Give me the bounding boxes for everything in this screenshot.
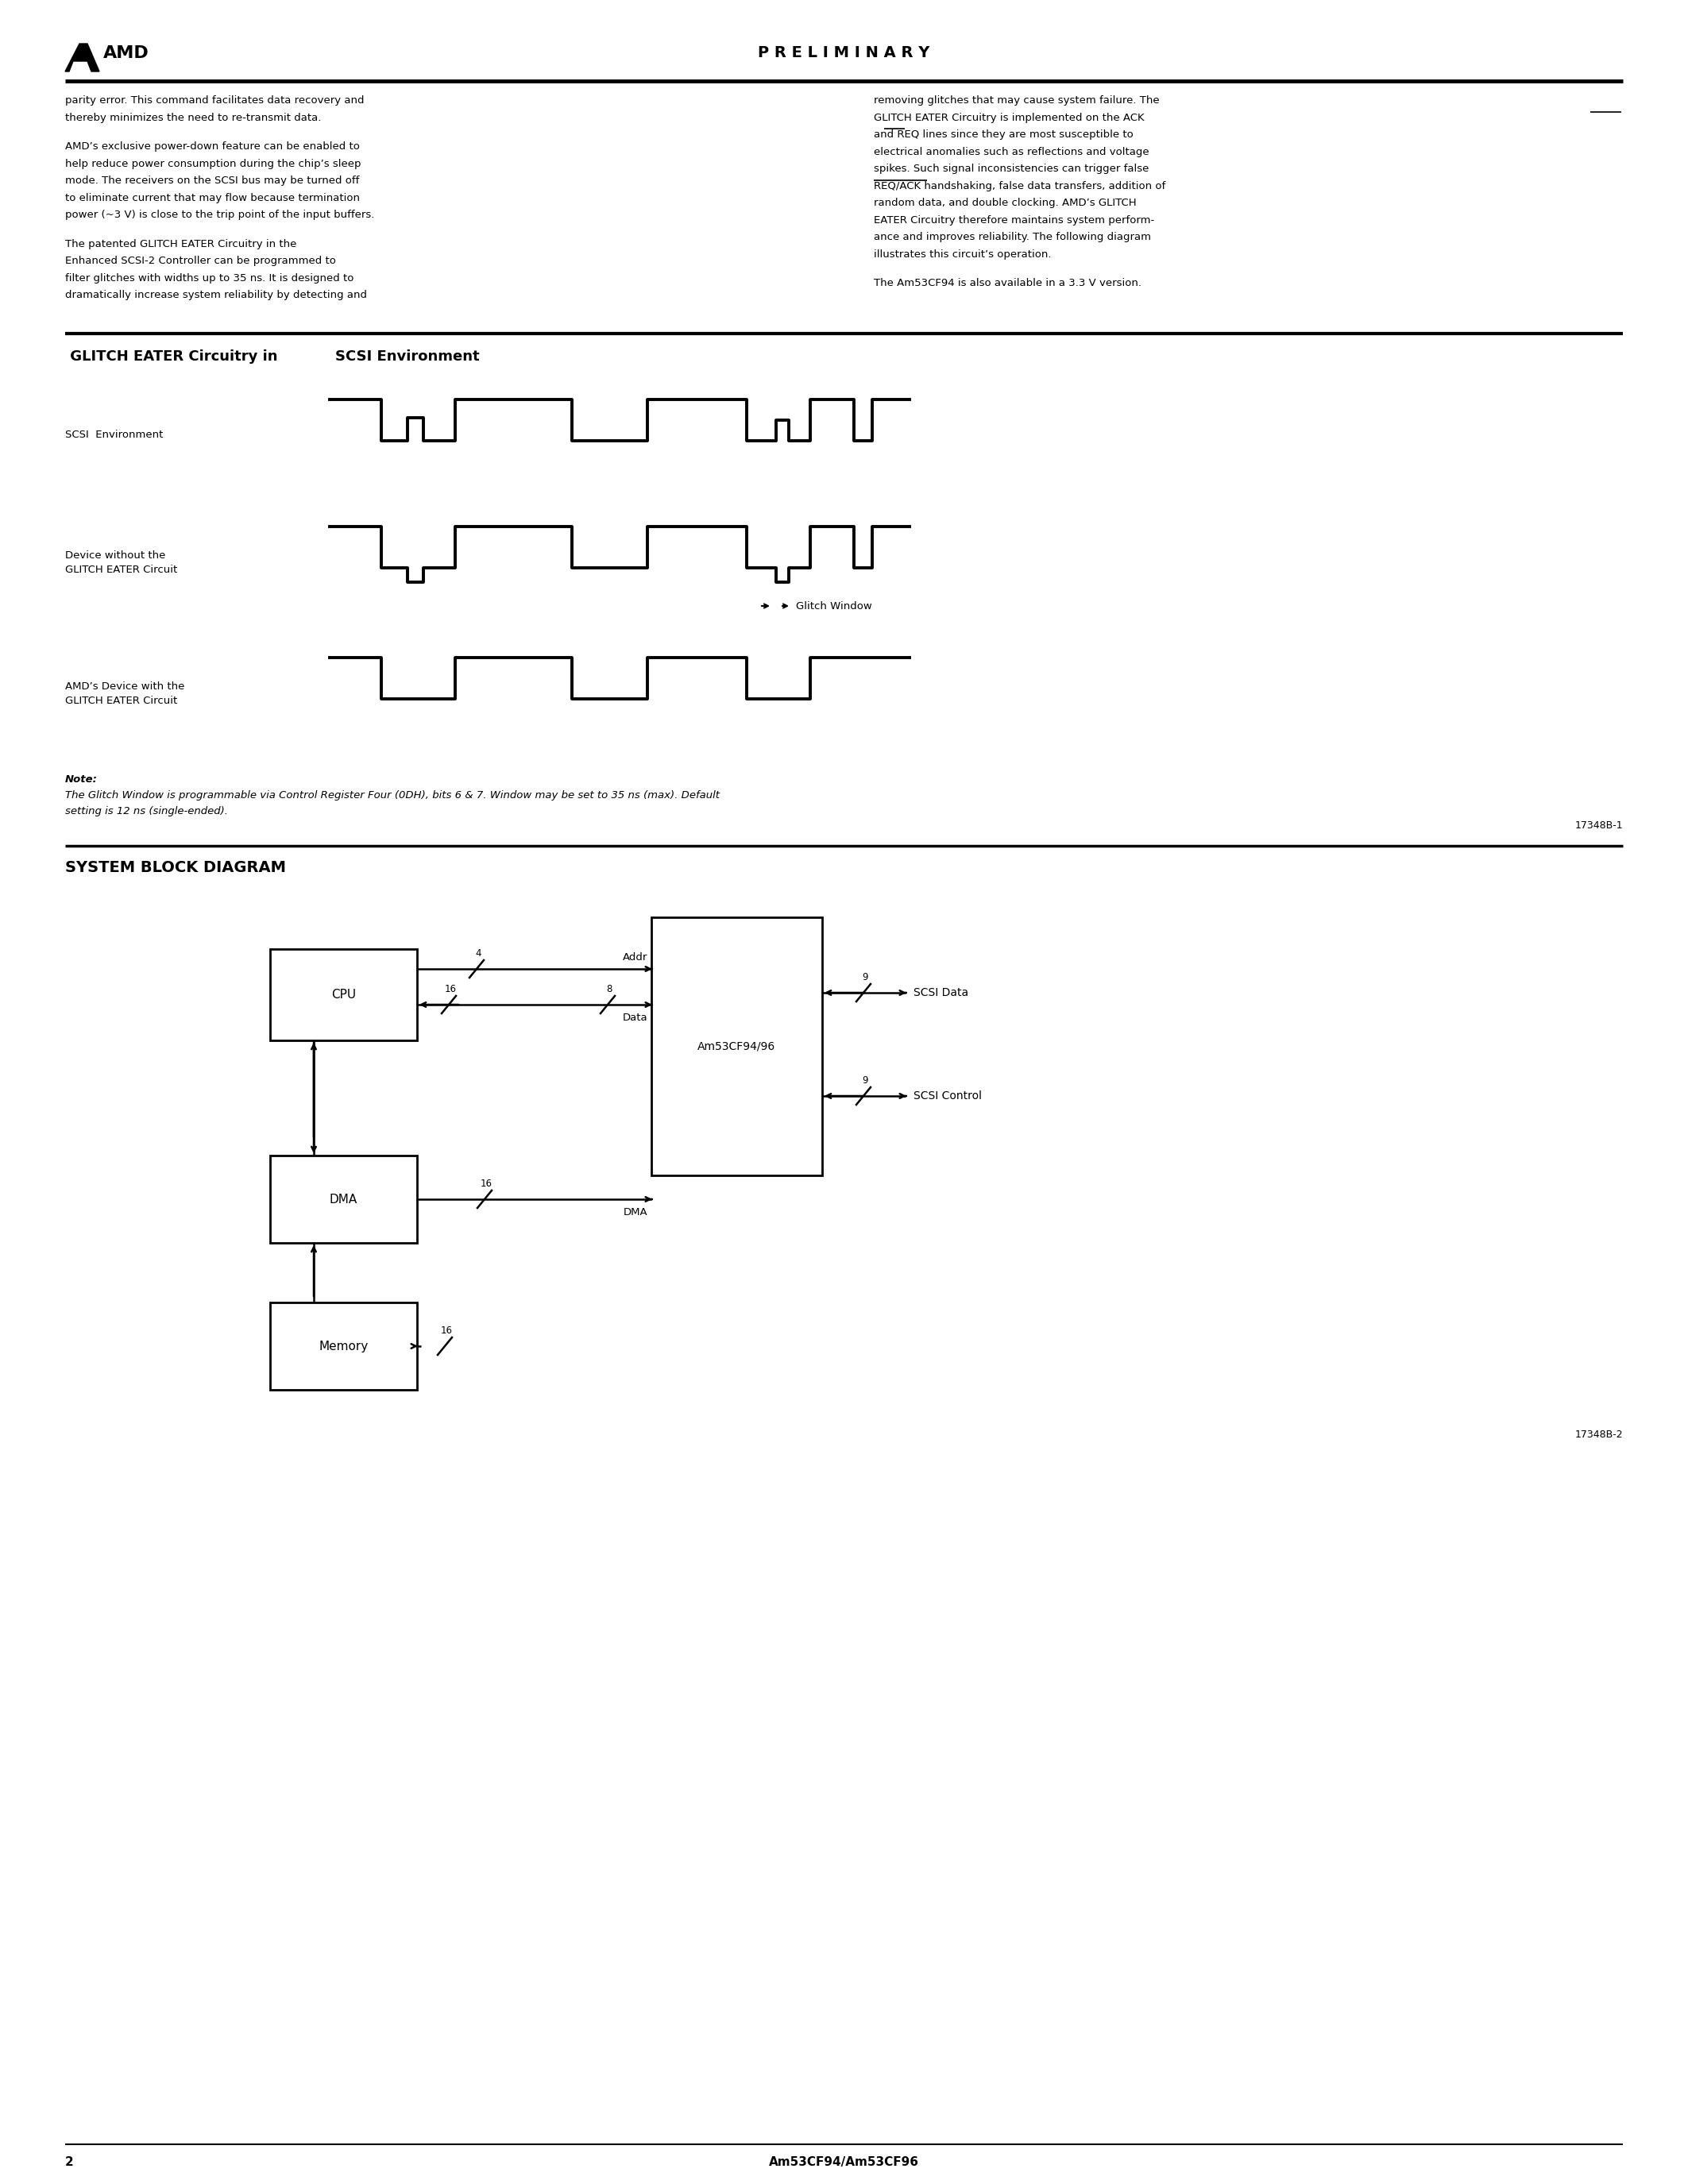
- Bar: [270, 1302, 417, 1389]
- Text: GLITCH EATER Circuit: GLITCH EATER Circuit: [66, 697, 177, 705]
- Polygon shape: [66, 44, 100, 72]
- Text: 4: 4: [476, 948, 481, 959]
- Text: AMD’s exclusive power-down feature can be enabled to: AMD’s exclusive power-down feature can b…: [66, 142, 360, 151]
- Text: CPU: CPU: [331, 989, 356, 1000]
- Text: 17348B-2: 17348B-2: [1575, 1431, 1622, 1439]
- Text: AMD: AMD: [103, 46, 149, 61]
- Text: EATER Circuitry therefore maintains system perform-: EATER Circuitry therefore maintains syst…: [874, 214, 1155, 225]
- Text: 9: 9: [863, 972, 868, 983]
- Text: Data: Data: [623, 1013, 648, 1022]
- Text: thereby minimizes the need to re-transmit data.: thereby minimizes the need to re-transmi…: [66, 111, 321, 122]
- Text: 8: 8: [606, 985, 613, 994]
- Text: GLITCH EATER Circuit: GLITCH EATER Circuit: [66, 566, 177, 574]
- Text: SCSI  Environment: SCSI Environment: [66, 430, 164, 439]
- Text: electrical anomalies such as reflections and voltage: electrical anomalies such as reflections…: [874, 146, 1150, 157]
- Text: spikes. Such signal inconsistencies can trigger false: spikes. Such signal inconsistencies can …: [874, 164, 1150, 175]
- Text: mode. The receivers on the SCSI bus may be turned off: mode. The receivers on the SCSI bus may …: [66, 175, 360, 186]
- Text: Glitch Window: Glitch Window: [797, 601, 873, 612]
- Bar: [270, 950, 417, 1040]
- Text: dramatically increase system reliability by detecting and: dramatically increase system reliability…: [66, 290, 366, 299]
- Text: SYSTEM BLOCK DIAGRAM: SYSTEM BLOCK DIAGRAM: [66, 860, 285, 876]
- Bar: [270, 1155, 417, 1243]
- Text: ance and improves reliability. The following diagram: ance and improves reliability. The follo…: [874, 232, 1151, 242]
- Text: 16: 16: [444, 985, 456, 994]
- Text: SCSI Environment: SCSI Environment: [336, 349, 479, 365]
- Text: to eliminate current that may flow because termination: to eliminate current that may flow becau…: [66, 192, 360, 203]
- Text: 16: 16: [479, 1179, 493, 1188]
- Text: 17348B-1: 17348B-1: [1575, 821, 1622, 830]
- Text: setting is 12 ns (single-ended).: setting is 12 ns (single-ended).: [66, 806, 228, 817]
- Text: parity error. This command facilitates data recovery and: parity error. This command facilitates d…: [66, 96, 365, 105]
- Text: filter glitches with widths up to 35 ns. It is designed to: filter glitches with widths up to 35 ns.…: [66, 273, 354, 284]
- Text: DMA: DMA: [329, 1192, 358, 1206]
- Text: The patented GLITCH EATER Circuitry in the: The patented GLITCH EATER Circuitry in t…: [66, 238, 297, 249]
- Text: SCSI Data: SCSI Data: [913, 987, 969, 998]
- Text: illustrates this circuit’s operation.: illustrates this circuit’s operation.: [874, 249, 1052, 260]
- Text: 16: 16: [441, 1326, 452, 1337]
- Text: GLITCH EATER Circuitry is implemented on the ACK: GLITCH EATER Circuitry is implemented on…: [874, 111, 1144, 122]
- Text: 9: 9: [863, 1075, 868, 1085]
- Text: The Am53CF94 is also available in a 3.3 V version.: The Am53CF94 is also available in a 3.3 …: [874, 277, 1141, 288]
- Bar: [652, 917, 822, 1175]
- Text: P R E L I M I N A R Y: P R E L I M I N A R Y: [758, 46, 930, 61]
- Text: Addr: Addr: [623, 952, 648, 963]
- Text: 2: 2: [66, 2156, 74, 2169]
- Text: removing glitches that may cause system failure. The: removing glitches that may cause system …: [874, 96, 1160, 105]
- Text: Enhanced SCSI-2 Controller can be programmed to: Enhanced SCSI-2 Controller can be progra…: [66, 256, 336, 266]
- Text: Note:: Note:: [66, 775, 98, 784]
- Text: GLITCH EATER Circuitry in: GLITCH EATER Circuitry in: [66, 349, 282, 365]
- Text: random data, and double clocking. AMD’s GLITCH: random data, and double clocking. AMD’s …: [874, 199, 1136, 207]
- Text: REQ/ACK handshaking, false data transfers, addition of: REQ/ACK handshaking, false data transfer…: [874, 181, 1165, 190]
- Text: and REQ lines since they are most susceptible to: and REQ lines since they are most suscep…: [874, 129, 1133, 140]
- Text: The Glitch Window is programmable via Control Register Four (0DH), bits 6 & 7. W: The Glitch Window is programmable via Co…: [66, 791, 719, 802]
- Text: Device without the: Device without the: [66, 550, 165, 561]
- Text: Am53CF94/96: Am53CF94/96: [697, 1042, 776, 1053]
- Text: power (~3 V) is close to the trip point of the input buffers.: power (~3 V) is close to the trip point …: [66, 210, 375, 221]
- Text: SCSI Control: SCSI Control: [913, 1090, 982, 1101]
- Text: help reduce power consumption during the chip’s sleep: help reduce power consumption during the…: [66, 159, 361, 168]
- Text: AMD’s Device with the: AMD’s Device with the: [66, 681, 184, 692]
- Text: Am53CF94/Am53CF96: Am53CF94/Am53CF96: [768, 2156, 918, 2169]
- Text: DMA: DMA: [623, 1208, 648, 1216]
- Text: Memory: Memory: [319, 1341, 368, 1352]
